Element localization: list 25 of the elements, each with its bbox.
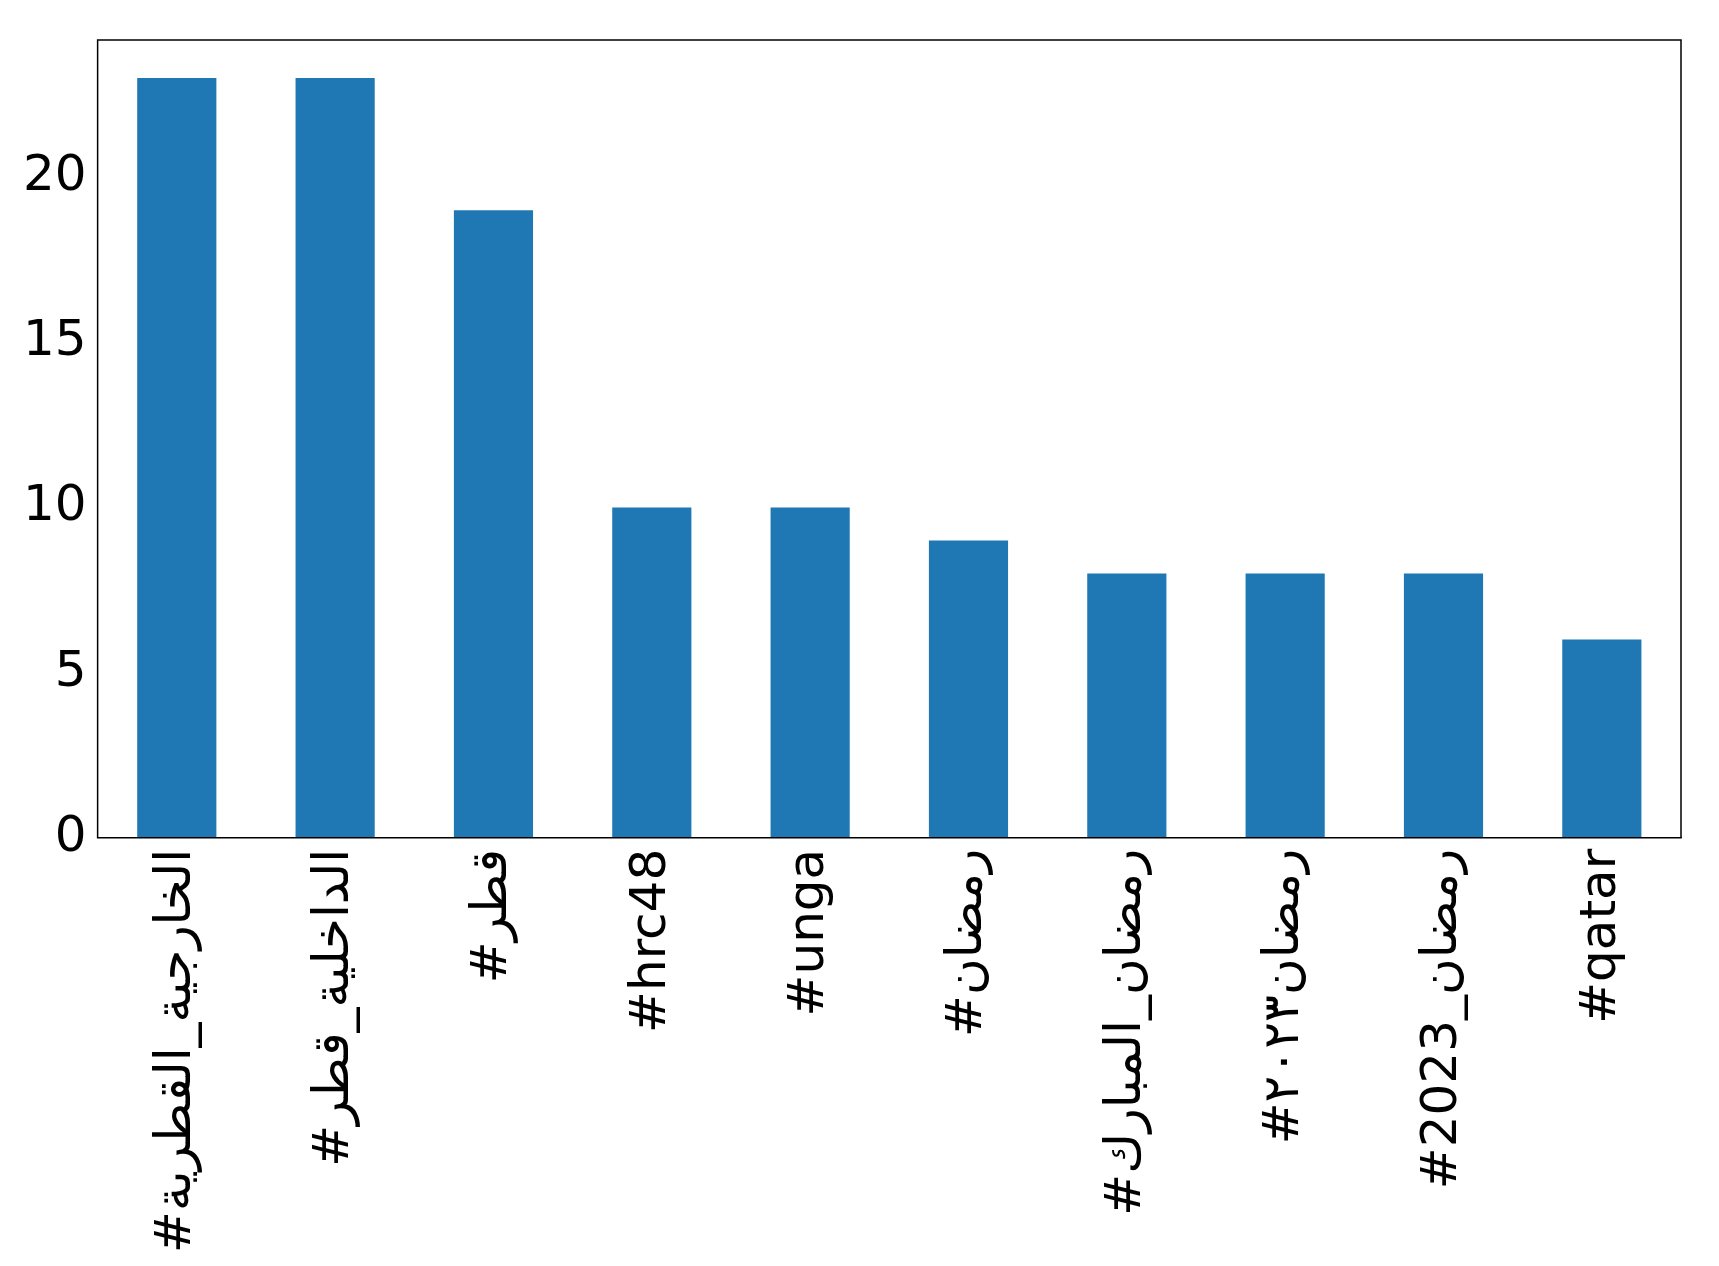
bar — [1087, 573, 1167, 838]
y-tick-label: 0 — [54, 804, 87, 863]
bar — [137, 77, 217, 838]
x-tick-label: #رمضان — [935, 848, 994, 1037]
x-tick-label: #unga — [777, 848, 836, 1017]
x-tick-label: #الخارجية_القطرية — [143, 848, 202, 1254]
bar — [295, 77, 375, 838]
x-tick-label: #رمضان_2023 — [1410, 848, 1469, 1190]
x-tick-label: #قطر — [460, 848, 519, 984]
bar — [770, 507, 850, 838]
bar — [1562, 639, 1642, 838]
bar — [1403, 573, 1484, 838]
y-tick-label: 15 — [23, 309, 87, 368]
bar — [1245, 573, 1325, 838]
bar — [453, 210, 534, 838]
x-tick-label: #الداخلية_قطر — [302, 848, 361, 1167]
y-tick-label: 5 — [54, 639, 87, 698]
bar — [612, 507, 692, 838]
bar — [928, 540, 1009, 838]
x-tick-label: #qatar — [1568, 848, 1627, 1024]
x-tick-label: #hrc48 — [618, 848, 677, 1033]
y-tick-label: 10 — [23, 474, 87, 533]
x-tick-label: #رمضان_المبارك — [1093, 848, 1152, 1216]
x-tick-label: #رمضان٢٠٢٣ — [1252, 848, 1311, 1145]
y-tick-label: 20 — [23, 144, 87, 203]
